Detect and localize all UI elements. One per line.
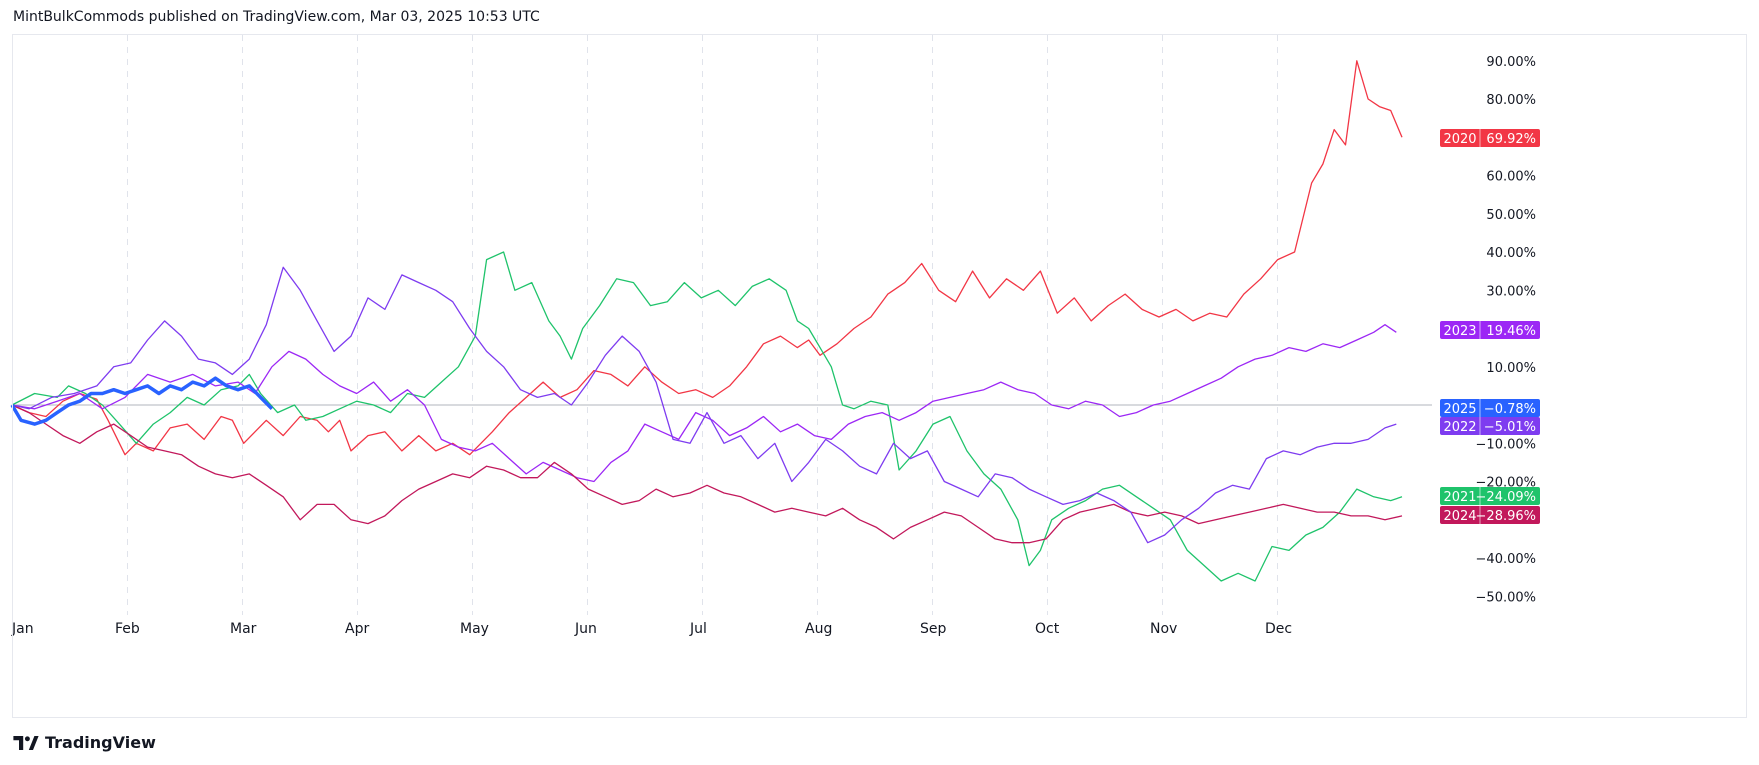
value-label-percent: −24.09% [1476,490,1536,505]
x-tick-label-aug: Aug [805,621,832,637]
published-header: MintBulkCommods published on TradingView… [13,9,540,25]
x-tick-label-oct: Oct [1035,621,1060,637]
x-tick-label-feb: Feb [115,621,140,637]
value-label-2024: 2024−28.96% [1440,506,1540,524]
x-tick-label-jan: Jan [11,621,34,637]
value-label-year: 2021 [1443,490,1476,505]
value-label-year: 2022 [1443,420,1476,435]
value-label-year: 2024 [1443,509,1476,524]
series-line-2022 [11,266,1397,544]
x-tick-label-sep: Sep [920,621,947,637]
y-tick-label: −20.00% [1476,476,1536,491]
series-line-2025 [10,376,274,426]
y-tick-label: −50.00% [1476,590,1536,605]
series-value-labels: 2020 69.92% 2021−24.09% 2022 −5.01% 2023 19.46… [1440,129,1540,524]
value-label-percent: −0.78% [1484,402,1536,417]
y-tick-label: 50.00% [1486,208,1536,223]
series-lines [10,60,1403,582]
value-label-percent: −5.01% [1484,420,1536,435]
x-tick-label-mar: Mar [230,621,257,637]
y-tick-label: 40.00% [1486,246,1536,261]
value-label-year: 2023 [1443,324,1476,339]
y-tick-label: 90.00% [1486,55,1536,70]
value-label-2020: 2020 69.92% [1440,129,1540,147]
y-tick-label: −10.00% [1476,437,1536,452]
y-tick-label: 80.00% [1486,93,1536,108]
x-tick-label-nov: Nov [1150,621,1177,637]
y-tick-label: −40.00% [1476,552,1536,567]
value-label-percent: 19.46% [1486,324,1536,339]
footer-brand-label: TradingView [45,733,156,752]
x-tick-label-jun: Jun [574,621,597,637]
value-label-2021: 2021−24.09% [1440,487,1540,505]
series-line-2020 [11,60,1403,456]
x-tick-label-jul: Jul [689,621,707,637]
value-label-percent: −28.96% [1476,509,1536,524]
y-tick-label: 60.00% [1486,170,1536,185]
y-axis: 90.00% 80.00% 60.00% 50.00% 40.00% 30.00% 10.0… [1476,55,1536,606]
footer-brand[interactable]: TradingView [13,733,156,752]
grid-lines [127,35,1278,615]
tradingview-logo-icon [13,735,39,750]
x-tick-label-may: May [460,621,489,637]
value-label-2022: 2022 −5.01% [1440,417,1540,435]
value-label-year: 2025 [1443,402,1476,417]
value-label-percent: 69.92% [1486,132,1536,147]
series-line-2023 [11,324,1397,483]
x-axis: Jan Feb Mar Apr May Jun Jul Aug Sep Oct Nov Dec [11,621,1292,637]
value-label-year: 2020 [1443,132,1476,147]
y-tick-label: 30.00% [1486,284,1536,299]
series-line-2021 [11,251,1403,582]
x-tick-label-apr: Apr [345,621,369,637]
y-tick-label: 10.00% [1486,361,1536,376]
series-line-2024 [11,404,1403,544]
value-label-2025: 2025 −0.78% [1440,399,1540,417]
value-label-2023: 2023 19.46% [1440,321,1540,339]
x-tick-label-dec: Dec [1265,621,1292,637]
